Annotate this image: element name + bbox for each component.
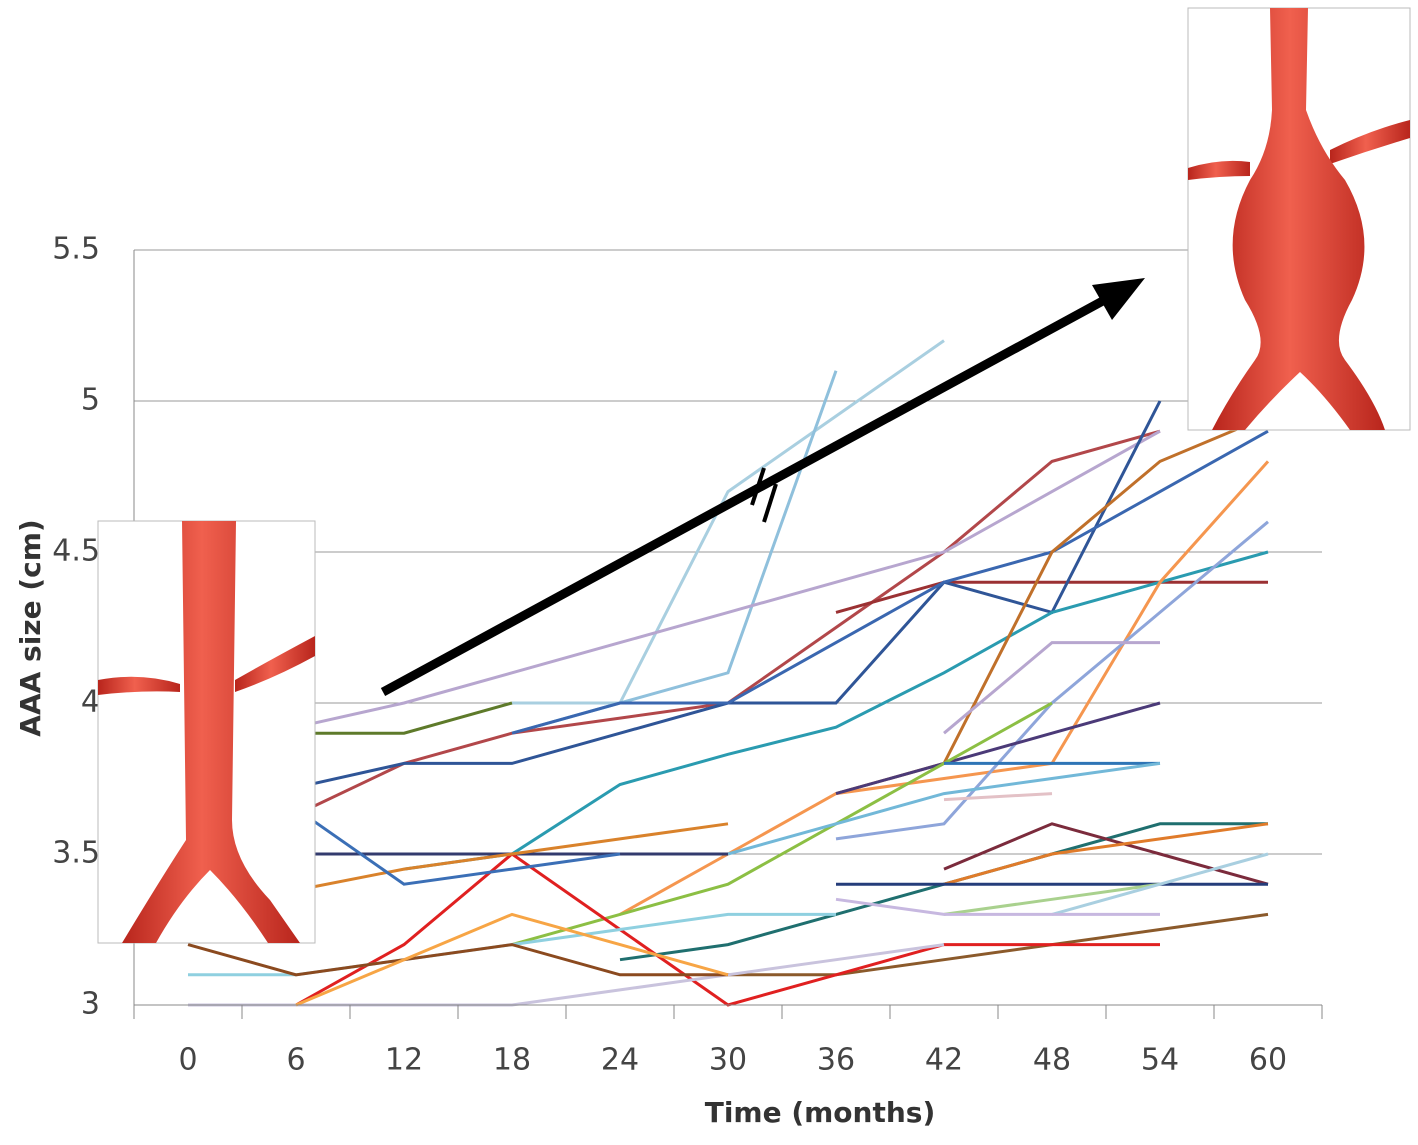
series-line xyxy=(943,822,1269,886)
ticks: 3 3.5 4 4.5 5 5.5 0 6 12 18 24 30 36 42 48 54 60 xyxy=(52,232,1323,1078)
x-tick-label: 12 xyxy=(385,1043,423,1078)
series-line xyxy=(403,550,1269,871)
y-tick-label: 3.5 xyxy=(52,836,100,871)
x-tick-label: 60 xyxy=(1249,1043,1287,1078)
series-line xyxy=(511,429,1269,735)
series-line xyxy=(835,701,1161,796)
series-line xyxy=(943,641,1160,735)
series-line xyxy=(835,897,1160,916)
series-line xyxy=(727,761,1161,856)
x-tick-label: 30 xyxy=(709,1043,747,1078)
trend-arrow xyxy=(380,278,1145,696)
normal-aorta-image xyxy=(97,520,316,944)
x-tick-label: 0 xyxy=(178,1043,197,1078)
y-tick-label: 4 xyxy=(81,685,100,720)
series-line xyxy=(295,912,729,1007)
x-axis-title: Time (months) xyxy=(705,1096,936,1129)
y-tick-label: 5 xyxy=(81,383,100,418)
series-line xyxy=(295,822,729,892)
series-line xyxy=(187,943,728,977)
x-tick-label: 6 xyxy=(286,1043,305,1078)
series-line xyxy=(619,822,1268,962)
x-tick-label: 42 xyxy=(925,1043,963,1078)
series-line xyxy=(295,429,1161,729)
aneurysm-image xyxy=(1187,7,1411,431)
y-axis-title: AAA size (cm) xyxy=(14,519,47,736)
x-tick-label: 24 xyxy=(601,1043,639,1078)
y-tick-label: 5.5 xyxy=(52,232,100,267)
x-tick-label: 48 xyxy=(1033,1043,1071,1078)
lines xyxy=(187,339,1270,1007)
x-tick-label: 18 xyxy=(493,1043,531,1078)
series-line xyxy=(728,912,1269,977)
y-tick-label: 4.5 xyxy=(52,534,100,569)
series-line xyxy=(1051,852,1269,916)
series-line xyxy=(943,882,1161,916)
series-line xyxy=(512,339,945,705)
series-line xyxy=(511,701,1053,947)
series-line xyxy=(295,852,1160,1007)
x-tick-label: 54 xyxy=(1141,1043,1179,1078)
series-line xyxy=(295,807,621,886)
y-tick-label: 3 xyxy=(81,987,100,1022)
series-line xyxy=(619,460,1270,916)
series-line xyxy=(296,701,513,735)
x-tick-label: 36 xyxy=(817,1043,855,1078)
series-line xyxy=(943,792,1053,802)
